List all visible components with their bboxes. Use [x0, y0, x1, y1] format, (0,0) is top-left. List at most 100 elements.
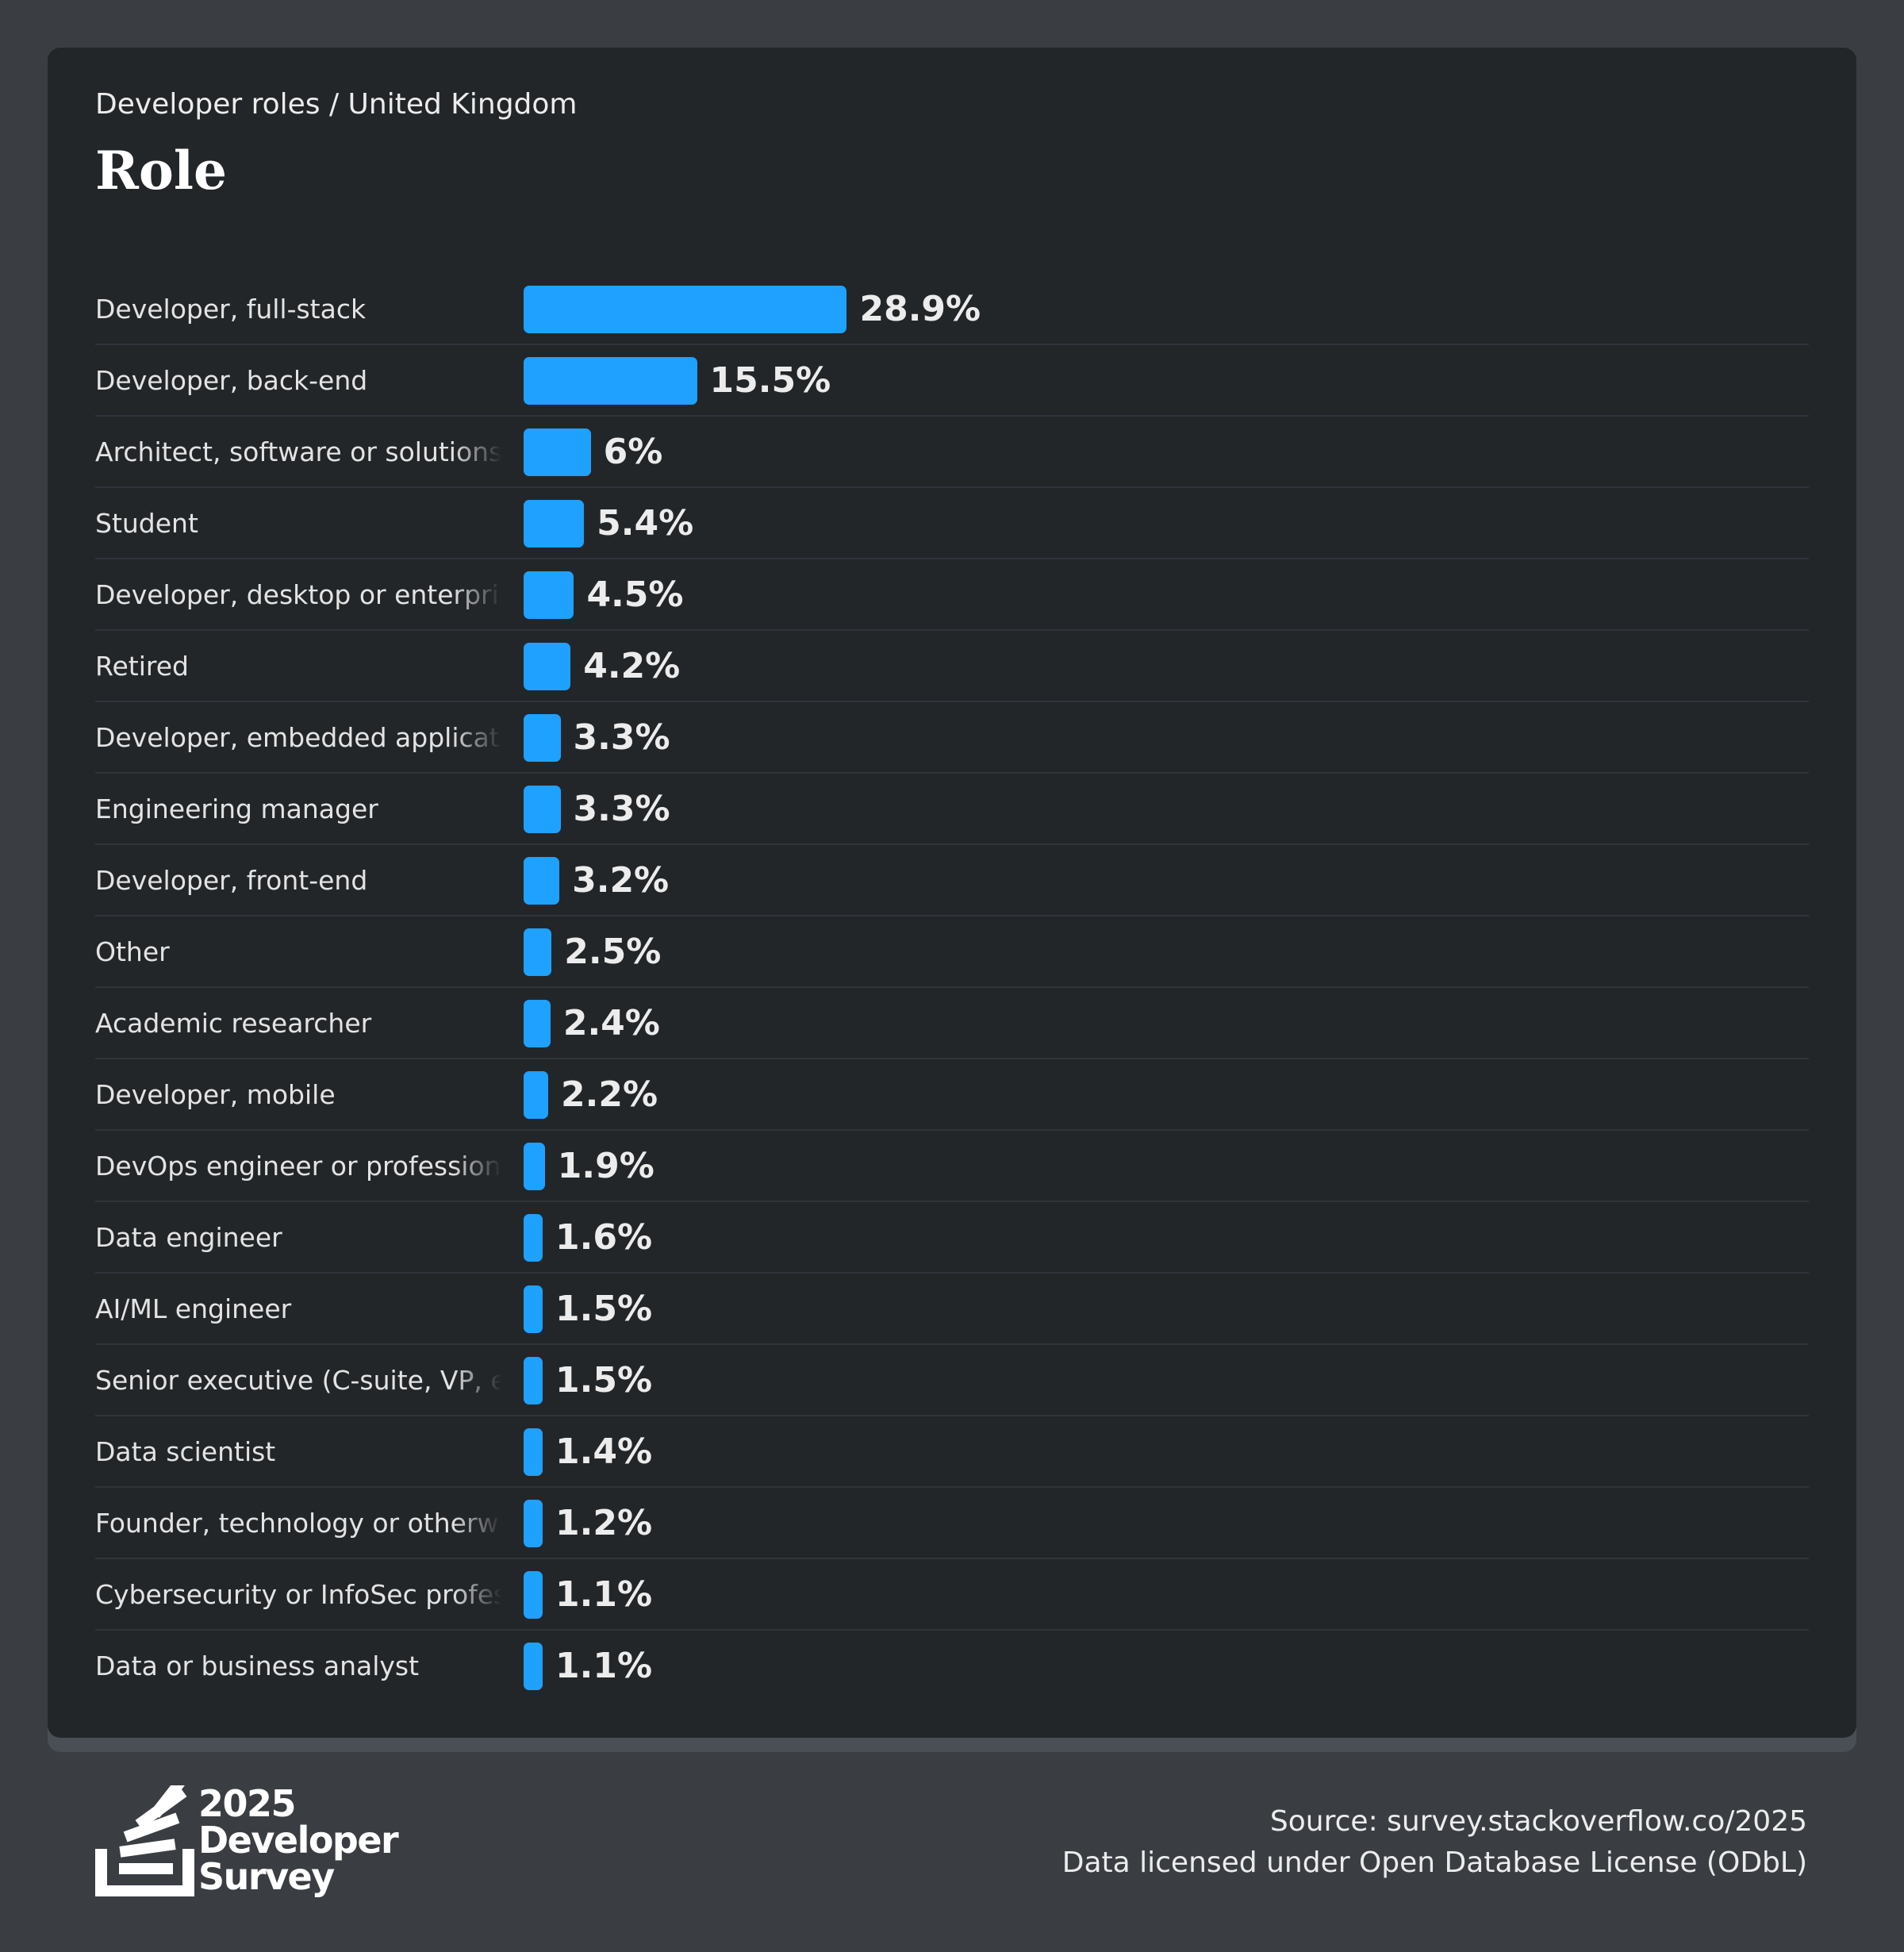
- category-label: Architect, software or solutions: [95, 436, 501, 467]
- value-label: 1.9%: [557, 1146, 654, 1186]
- value-label: 3.3%: [573, 789, 670, 829]
- row-divider: [95, 1201, 1809, 1202]
- stack-overflow-survey-logo-icon: [95, 1785, 194, 1896]
- bar-row: Retired 4.2%: [95, 631, 1809, 702]
- value-label: 1.4%: [555, 1431, 653, 1472]
- value-label: 6%: [603, 432, 663, 472]
- value-label: 4.5%: [586, 574, 684, 615]
- bar: [524, 1285, 543, 1333]
- category-label: DevOps engineer or professional: [95, 1151, 501, 1182]
- value-label: 2.5%: [564, 932, 662, 972]
- category-label: Engineering manager: [95, 793, 378, 824]
- bar-rows: Developer, full-stack 28.9% Developer, bac…: [48, 48, 1856, 1738]
- chart-card: Developer roles / United Kingdom Role De…: [48, 48, 1856, 1738]
- bar: [524, 857, 560, 905]
- row-divider: [95, 629, 1809, 631]
- value-label: 1.1%: [555, 1574, 653, 1615]
- value-label: 1.2%: [555, 1503, 653, 1543]
- survey-logo-year: 2025: [198, 1782, 297, 1825]
- bar: [524, 928, 552, 976]
- bar-row: DevOps engineer or professional 1.9%: [95, 1131, 1809, 1202]
- value-label: 1.1%: [555, 1646, 653, 1686]
- category-label: Developer, back-end: [95, 365, 368, 396]
- survey-logo-line-developer: Developer: [198, 1819, 399, 1862]
- bar: [524, 1214, 543, 1262]
- row-divider: [95, 486, 1809, 488]
- category-label: Other: [95, 936, 170, 967]
- bar-row: Academic researcher 2.4%: [95, 988, 1809, 1059]
- row-divider: [95, 1058, 1809, 1059]
- bar: [524, 1357, 543, 1404]
- row-divider: [95, 1343, 1809, 1345]
- bar: [524, 357, 697, 405]
- bar-row: Developer, front-end 3.2%: [95, 845, 1809, 916]
- bar: [524, 571, 574, 619]
- category-label: Developer, mobile: [95, 1079, 336, 1110]
- row-divider: [95, 344, 1809, 345]
- chart-title: Role: [95, 140, 227, 202]
- bar-row: Architect, software or solutions 6%: [95, 417, 1809, 488]
- category-label: Data engineer: [95, 1222, 282, 1253]
- bar-row: Data scientist 1.4%: [95, 1416, 1809, 1488]
- row-divider: [95, 1558, 1809, 1559]
- bar: [524, 1643, 543, 1690]
- category-label: Founder, technology or otherwise: [95, 1508, 501, 1539]
- bar: [524, 1500, 543, 1547]
- bar: [524, 286, 847, 333]
- bar: [524, 1143, 545, 1190]
- bar-row: Data engineer 1.6%: [95, 1202, 1809, 1274]
- bar-row: Senior executive (C-suite, VP, etc.) 1.5%: [95, 1345, 1809, 1416]
- row-divider: [95, 915, 1809, 916]
- bar-row: Student 5.4%: [95, 488, 1809, 559]
- row-divider: [95, 772, 1809, 774]
- bar: [524, 714, 561, 762]
- category-label: Data scientist: [95, 1436, 276, 1467]
- bar-row: Engineering manager 3.3%: [95, 774, 1809, 845]
- row-divider: [95, 415, 1809, 417]
- source-link-text: Source: survey.stackoverflow.co/2025: [1269, 1805, 1807, 1838]
- row-divider: [95, 1129, 1809, 1131]
- bar: [524, 1571, 543, 1619]
- row-divider: [95, 1272, 1809, 1274]
- value-label: 2.4%: [562, 1003, 660, 1043]
- value-label: 4.2%: [583, 646, 681, 686]
- row-divider: [95, 1415, 1809, 1416]
- bar: [524, 428, 591, 476]
- row-divider: [95, 558, 1809, 559]
- value-label: 1.5%: [555, 1289, 653, 1329]
- category-label: Cybersecurity or InfoSec professional: [95, 1579, 501, 1610]
- bar-row: Developer, back-end 15.5%: [95, 345, 1809, 417]
- value-label: 2.2%: [561, 1074, 658, 1115]
- value-label: 5.4%: [597, 503, 694, 544]
- category-label: Senior executive (C-suite, VP, etc.): [95, 1365, 501, 1396]
- category-label: Student: [95, 508, 198, 539]
- bar: [524, 1000, 551, 1047]
- bar: [524, 1071, 549, 1119]
- category-label: Retired: [95, 651, 189, 682]
- bar: [524, 643, 571, 690]
- bar-row: Developer, desktop or enterprise applica…: [95, 559, 1809, 631]
- row-divider: [95, 843, 1809, 845]
- bar-row: Other 2.5%: [95, 916, 1809, 988]
- bar: [524, 786, 561, 833]
- value-label: 15.5%: [709, 360, 831, 401]
- source-notice: Source: survey.stackoverflow.co/2025 Dat…: [1062, 1801, 1807, 1884]
- category-label: Developer, full-stack: [95, 294, 367, 325]
- row-divider: [95, 1629, 1809, 1631]
- category-label: Developer, desktop or enterprise applica…: [95, 579, 501, 610]
- bar: [524, 1428, 543, 1476]
- row-divider: [95, 986, 1809, 988]
- value-label: 1.6%: [555, 1217, 653, 1258]
- bar-row: Founder, technology or otherwise 1.2%: [95, 1488, 1809, 1559]
- category-label: Data or business analyst: [95, 1650, 420, 1681]
- category-label: Academic researcher: [95, 1008, 372, 1039]
- category-label: Developer, embedded applications or devi…: [95, 722, 501, 753]
- row-divider: [95, 701, 1809, 702]
- bar: [524, 500, 585, 548]
- bar-row: Developer, full-stack 28.9%: [95, 274, 1809, 345]
- value-label: 28.9%: [859, 289, 981, 329]
- bar-row: Developer, embedded applications or devi…: [95, 702, 1809, 774]
- bar-row: Cybersecurity or InfoSec professional 1.1…: [95, 1559, 1809, 1631]
- survey-logo-text: 2025 Developer Survey: [198, 1782, 399, 1895]
- bar-row: Developer, mobile 2.2%: [95, 1059, 1809, 1131]
